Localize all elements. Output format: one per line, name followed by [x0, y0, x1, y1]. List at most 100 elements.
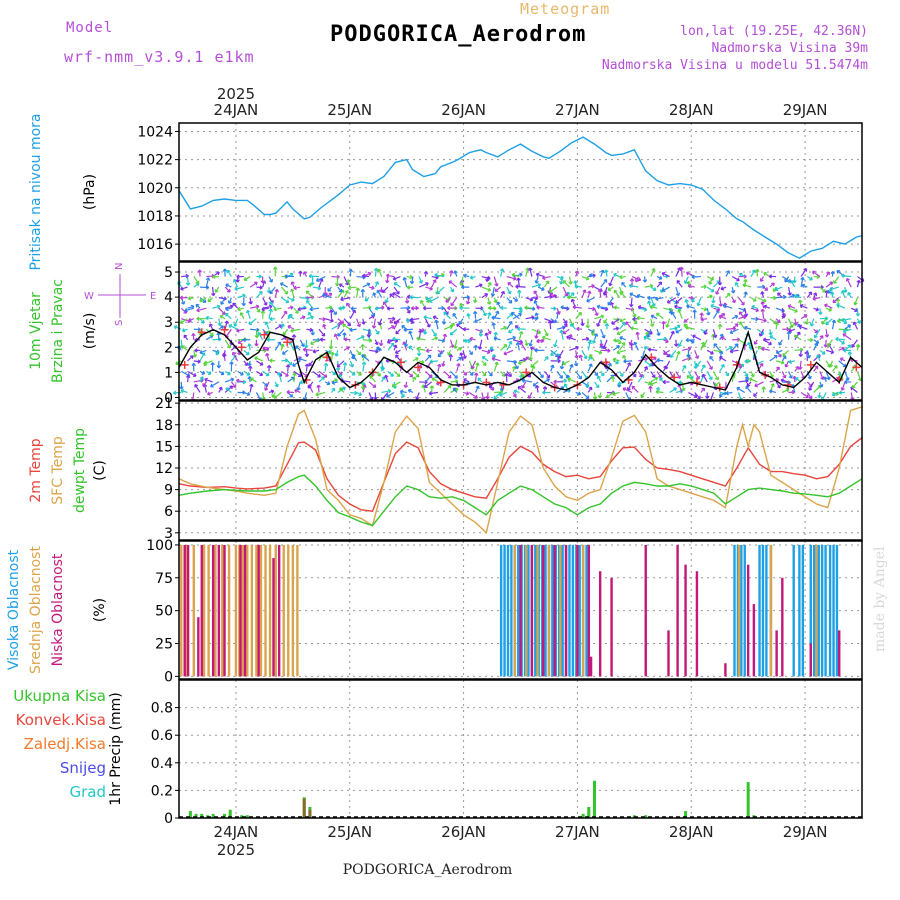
wind-arrow: [232, 302, 239, 309]
precip-ytick-label: 0: [164, 811, 173, 827]
wind-arrow-head: [647, 300, 650, 305]
wind-arrow-head: [701, 364, 705, 367]
wind-arrow-head: [692, 309, 696, 313]
wind-arrow-head: [719, 282, 723, 286]
wind-arrow-head: [542, 386, 546, 390]
wind-arrow-head: [432, 279, 436, 282]
wind-arrow-head: [756, 307, 760, 312]
wind-arrow: [437, 339, 445, 342]
wind-arrow-head: [294, 389, 297, 393]
wind-arrow: [228, 324, 238, 330]
wind-arrow-head: [718, 315, 722, 319]
wind-arrow: [581, 275, 590, 280]
wind-ytick-label: 0: [164, 390, 173, 406]
wind-arrow: [650, 315, 658, 320]
wind-arrow-head: [286, 373, 289, 377]
wind-arrow-head: [633, 341, 636, 346]
wind-arrow-head: [719, 350, 723, 354]
clouds-bar-niska-oblacnost: [217, 544, 221, 677]
wind-arrow: [425, 286, 433, 290]
wind-frame: [178, 261, 863, 401]
wind-arrow-head: [423, 316, 427, 320]
wind-arrow-head: [567, 296, 571, 300]
wind-arrow-head: [191, 333, 194, 337]
wind-arrow: [570, 323, 577, 330]
clouds-bar-srednja-oblacnost: [559, 544, 562, 677]
wind-arrow: [236, 328, 245, 332]
clouds-ylabel-0: Visoka Oblacnost: [6, 549, 22, 670]
wind-arrow-head: [284, 358, 289, 361]
wind-arrow: [203, 360, 213, 365]
wind-arrow-head: [738, 273, 742, 277]
wind-ytick-label: 2: [164, 340, 173, 356]
wind-arrow: [307, 381, 314, 389]
wind-arrow: [493, 362, 498, 372]
wind-arrow-head: [824, 304, 827, 308]
wind-arrow-head: [327, 381, 331, 385]
wind-arrow: [481, 307, 487, 317]
wind-arrow: [777, 292, 783, 299]
temperature-ylabel-1: SFC Temp: [50, 436, 66, 505]
wind-arrow: [600, 269, 604, 277]
wind-arrow-head: [836, 270, 839, 274]
wind-arrow-head: [349, 329, 353, 333]
wind-arrow-head: [588, 386, 592, 389]
wind-arrow: [243, 349, 250, 356]
wind-arrow-head: [678, 292, 681, 296]
wind-arrow-head: [737, 277, 740, 281]
wind-arrow: [381, 390, 391, 394]
wind-arrow: [776, 349, 783, 354]
wind-arrow-head: [318, 373, 321, 378]
wind-arrow-head: [220, 302, 225, 305]
precip-frame: [178, 679, 863, 819]
wind-arrow-head: [798, 299, 801, 304]
wind-arrow-head: [778, 343, 783, 346]
wind-arrow: [650, 377, 658, 383]
wind-arrow: [736, 387, 746, 393]
wind-arrow-head: [830, 270, 834, 275]
wind-arrow-head: [392, 373, 394, 377]
wind-arrow-head: [653, 303, 656, 307]
wind-arrow: [769, 390, 777, 394]
wind-arrow-head: [670, 307, 674, 311]
wind-arrow-head: [682, 365, 686, 368]
wind-arrow-head: [315, 394, 319, 397]
wind-arrow-head: [592, 273, 596, 276]
wind-arrow: [710, 304, 720, 309]
wind-arrow-head: [830, 291, 833, 295]
wind-arrow-head: [273, 266, 276, 270]
wind-arrow-head: [374, 308, 379, 311]
wind-arrow-head: [582, 322, 585, 327]
wind-arrow: [664, 360, 671, 370]
wind-arrow-head: [234, 288, 238, 292]
wind-arrow: [706, 286, 715, 293]
wind-arrow-head: [677, 309, 680, 313]
wind-arrow-head: [291, 334, 295, 338]
wind-arrow-head: [269, 360, 273, 363]
clouds-bar-niska-oblacnost: [775, 630, 778, 677]
wind-arrow: [745, 385, 752, 393]
wind-arrow-head: [754, 342, 758, 345]
wind-arrow-head: [622, 388, 626, 392]
wind-arrow-head: [224, 320, 228, 324]
wind-arrow-head: [496, 283, 499, 287]
clouds-bar-niska-oblacnost: [277, 544, 281, 677]
wind-arrow: [525, 316, 535, 320]
wind-arrow-head: [636, 295, 640, 299]
wind-arrow-head: [644, 366, 648, 369]
pressure-ytick-label: 1018: [137, 209, 173, 225]
wind-arrow: [205, 328, 214, 337]
precip-ytick-label: 0.2: [151, 783, 173, 799]
wind-arrow: [425, 370, 433, 378]
wind-arrow: [560, 306, 570, 309]
wind-arrow-head: [720, 337, 724, 341]
pressure-frame: [178, 122, 863, 262]
wind-arrow: [581, 371, 589, 380]
wind-arrow-head: [494, 361, 498, 365]
wind-arrow-head: [208, 323, 211, 328]
wind-arrow-head: [799, 366, 803, 370]
wind-arrow: [581, 318, 584, 326]
wind-arrow: [623, 360, 633, 363]
bottom-date-label-25JAN: 25JAN: [327, 823, 372, 841]
wind-arrow-head: [582, 289, 586, 292]
